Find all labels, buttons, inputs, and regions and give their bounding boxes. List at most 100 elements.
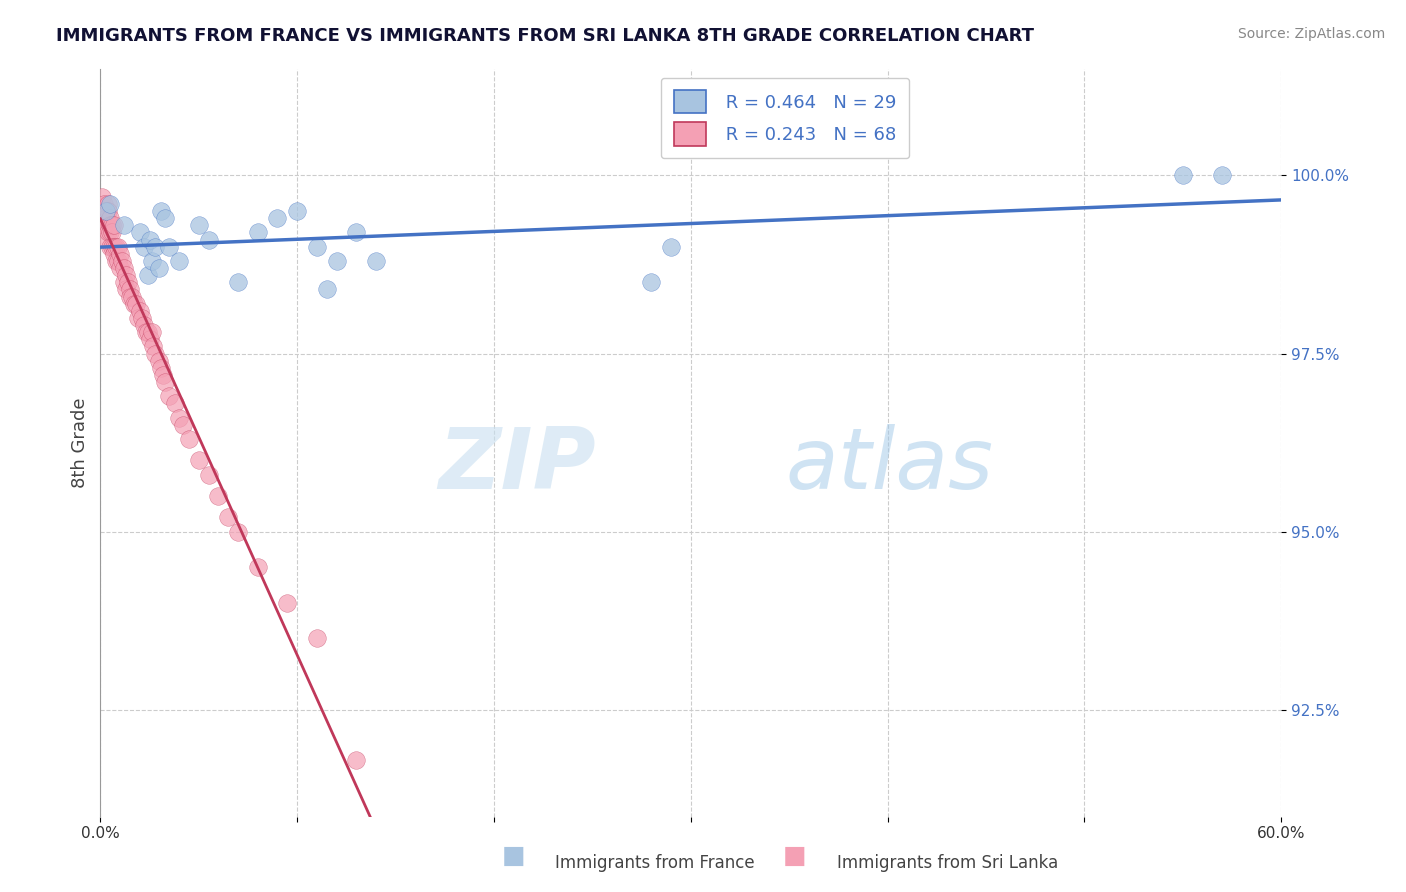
Point — [127, 310, 149, 325]
Point — [98, 219, 121, 233]
Point — [93, 219, 115, 233]
Point — [91, 190, 114, 204]
Point — [96, 204, 118, 219]
Point — [150, 204, 173, 219]
Point — [107, 253, 129, 268]
Point — [98, 239, 121, 253]
Text: Source: ZipAtlas.com: Source: ZipAtlas.com — [1237, 27, 1385, 41]
Point — [325, 253, 347, 268]
Point — [141, 253, 163, 268]
Point — [91, 204, 114, 219]
Point — [98, 197, 121, 211]
Point — [97, 197, 120, 211]
Text: ZIP: ZIP — [439, 424, 596, 507]
Point — [266, 211, 288, 226]
Point — [1211, 169, 1233, 183]
Point — [1171, 169, 1194, 183]
Point — [207, 489, 229, 503]
Point — [108, 260, 131, 275]
Point — [138, 332, 160, 346]
Point — [172, 417, 194, 432]
Point — [155, 375, 177, 389]
Point — [118, 289, 141, 303]
Point — [103, 246, 125, 260]
Point — [246, 560, 269, 574]
Legend:  R = 0.464   N = 29,  R = 0.243   N = 68: R = 0.464 N = 29, R = 0.243 N = 68 — [661, 78, 910, 158]
Point — [167, 253, 190, 268]
Point — [364, 253, 387, 268]
Point — [101, 226, 124, 240]
Point — [131, 310, 153, 325]
Point — [132, 239, 155, 253]
Text: atlas: atlas — [785, 424, 993, 507]
Point — [145, 239, 167, 253]
Point — [115, 268, 138, 282]
Point — [165, 396, 187, 410]
Point — [96, 219, 118, 233]
Point — [152, 368, 174, 382]
Point — [98, 226, 121, 240]
Point — [97, 226, 120, 240]
Point — [305, 632, 328, 646]
Point — [98, 211, 121, 226]
Point — [105, 239, 128, 253]
Point — [107, 239, 129, 253]
Point — [121, 289, 143, 303]
Point — [138, 233, 160, 247]
Point — [111, 253, 134, 268]
Point — [305, 239, 328, 253]
Point — [276, 596, 298, 610]
Point — [112, 275, 135, 289]
Point — [93, 204, 115, 219]
Point — [157, 239, 180, 253]
Point — [659, 239, 682, 253]
Text: Immigrants from France: Immigrants from France — [555, 855, 755, 872]
Text: ■: ■ — [502, 844, 524, 868]
Point — [101, 239, 124, 253]
Point — [103, 239, 125, 253]
Point — [226, 275, 249, 289]
Point — [246, 226, 269, 240]
Text: ■: ■ — [783, 844, 806, 868]
Point — [344, 753, 367, 767]
Point — [91, 211, 114, 226]
Point — [93, 197, 115, 211]
Text: IMMIGRANTS FROM FRANCE VS IMMIGRANTS FROM SRI LANKA 8TH GRADE CORRELATION CHART: IMMIGRANTS FROM FRANCE VS IMMIGRANTS FRO… — [56, 27, 1035, 45]
Point — [117, 275, 139, 289]
Point — [136, 325, 159, 339]
Point — [125, 296, 148, 310]
Point — [96, 211, 118, 226]
Point — [96, 233, 118, 247]
Point — [157, 389, 180, 403]
Point — [105, 253, 128, 268]
Point — [115, 282, 138, 296]
Point — [108, 246, 131, 260]
Point — [145, 346, 167, 360]
Point — [187, 453, 209, 467]
Point — [155, 211, 177, 226]
Point — [132, 318, 155, 332]
Point — [128, 303, 150, 318]
Point — [142, 339, 165, 353]
Point — [187, 219, 209, 233]
Point — [128, 226, 150, 240]
Point — [148, 353, 170, 368]
Point — [197, 233, 219, 247]
Point — [344, 226, 367, 240]
Point — [97, 204, 120, 219]
Point — [135, 325, 157, 339]
Point — [122, 296, 145, 310]
Point — [197, 467, 219, 482]
Point — [141, 325, 163, 339]
Point — [285, 204, 308, 219]
Point — [150, 360, 173, 375]
Point — [96, 204, 118, 219]
Y-axis label: 8th Grade: 8th Grade — [72, 397, 89, 488]
Text: Immigrants from Sri Lanka: Immigrants from Sri Lanka — [837, 855, 1057, 872]
Point — [217, 510, 239, 524]
Point — [112, 219, 135, 233]
Point — [103, 219, 125, 233]
Point — [112, 260, 135, 275]
Point — [136, 268, 159, 282]
Point — [226, 524, 249, 539]
